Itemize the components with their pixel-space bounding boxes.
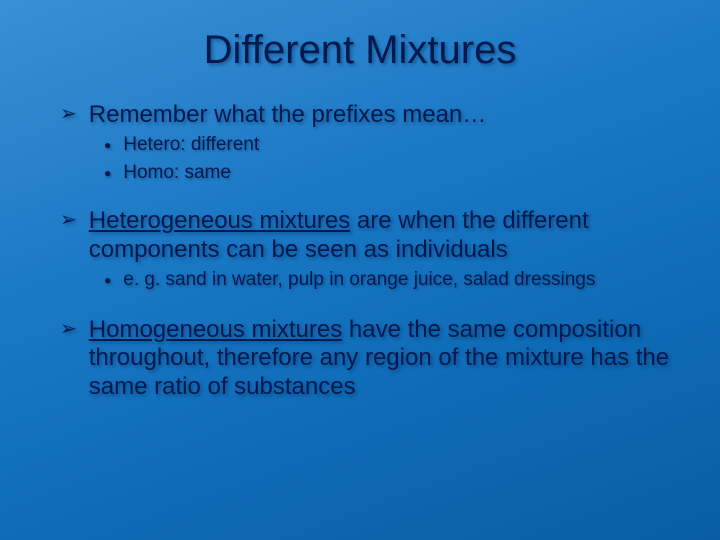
arrow-bullet-icon: ➢ [60, 316, 77, 343]
bullet-text: Remember what the prefixes mean… [89, 101, 670, 129]
underlined-term: Homogeneous mixtures [89, 316, 342, 343]
bullet-level2: ● Homo: same [104, 161, 670, 185]
bullet-text: Hetero: different [123, 133, 670, 157]
bullet-level1: ➢ Remember what the prefixes mean… [60, 101, 670, 129]
arrow-bullet-icon: ➢ [60, 101, 77, 128]
slide: Different Mixtures ➢ Remember what the p… [0, 0, 720, 540]
dot-bullet-icon: ● [104, 161, 111, 185]
bullet-level2: ● Hetero: different [104, 133, 670, 157]
slide-body: ➢ Remember what the prefixes mean… ● Het… [0, 101, 720, 401]
underlined-term: Heterogeneous mixtures [89, 207, 350, 234]
bullet-level1: ➢ Homogeneous mixtures have the same com… [60, 316, 670, 401]
dot-bullet-icon: ● [104, 133, 111, 157]
bullet-text: Homo: same [123, 161, 670, 185]
bullet-level1: ➢ Heterogeneous mixtures are when the di… [60, 207, 670, 264]
arrow-bullet-icon: ➢ [60, 207, 77, 234]
bullet-text: e. g. sand in water, pulp in orange juic… [123, 268, 670, 292]
bullet-level2: ● e. g. sand in water, pulp in orange ju… [104, 268, 670, 292]
bullet-text: Homogeneous mixtures have the same compo… [89, 316, 670, 401]
slide-title: Different Mixtures [0, 0, 720, 83]
dot-bullet-icon: ● [104, 268, 111, 292]
bullet-text: Heterogeneous mixtures are when the diff… [89, 207, 670, 264]
